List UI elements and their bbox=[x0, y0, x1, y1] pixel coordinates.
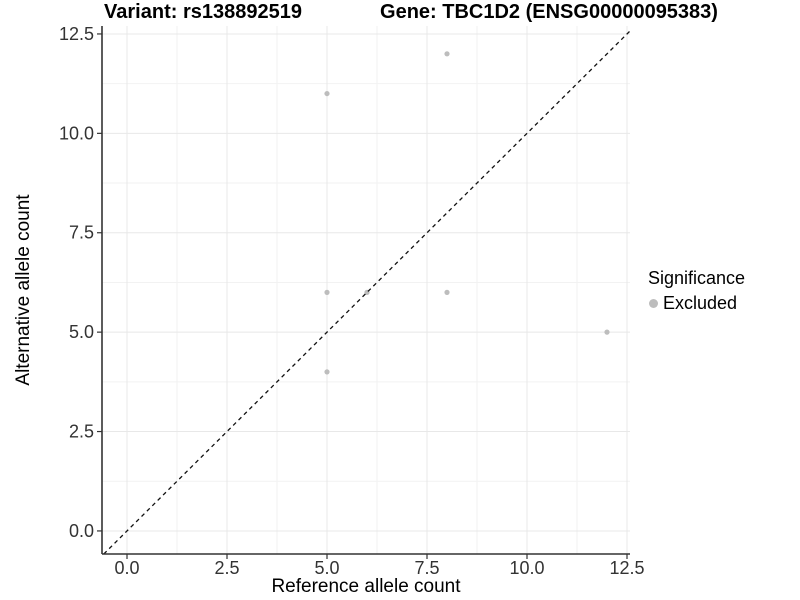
legend-point-icon bbox=[649, 298, 658, 308]
x-tick-label: 5.0 bbox=[314, 558, 339, 578]
y-tick-label: 0.0 bbox=[69, 521, 94, 541]
data-point bbox=[444, 51, 450, 57]
x-tick-label: 7.5 bbox=[414, 558, 439, 578]
data-point bbox=[324, 369, 330, 375]
legend: Significance Excluded bbox=[644, 266, 745, 314]
legend-title: Significance bbox=[648, 268, 746, 288]
y-tick-label: 10.0 bbox=[59, 123, 94, 143]
x-tick-label: 0.0 bbox=[114, 558, 139, 578]
y-tick-label: 5.0 bbox=[69, 322, 94, 342]
x-tick-label: 2.5 bbox=[214, 558, 239, 578]
x-tick-label: 12.5 bbox=[609, 558, 644, 578]
data-point bbox=[324, 289, 330, 295]
legend-item-excluded: Excluded bbox=[644, 292, 745, 314]
x-axis-title: Reference allele count bbox=[271, 576, 461, 597]
data-point bbox=[444, 289, 450, 295]
x-tick-label: 10.0 bbox=[509, 558, 544, 578]
plot-title-gene: Gene: TBC1D2 (ENSG00000095383) bbox=[380, 1, 718, 23]
y-tick-label: 7.5 bbox=[69, 223, 94, 243]
data-point bbox=[324, 90, 330, 97]
y-axis-title: Alternative allele count bbox=[13, 194, 34, 386]
legend-item-label: Excluded bbox=[663, 293, 738, 313]
data-point bbox=[604, 329, 610, 335]
y-tick-label: 2.5 bbox=[69, 422, 94, 442]
identity-line bbox=[103, 30, 631, 555]
plot-title-variant: Variant: rs138892519 bbox=[104, 1, 302, 23]
y-tick-label: 12.5 bbox=[59, 24, 94, 44]
